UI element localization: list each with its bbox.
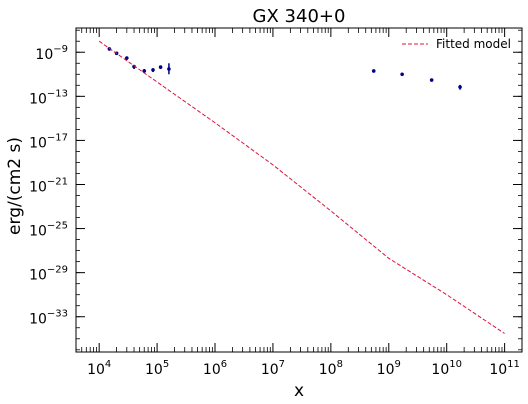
chart-title: GX 340+0	[253, 6, 346, 27]
legend: Fitted model	[402, 37, 511, 51]
y-tick-label: 10−25	[29, 221, 68, 240]
tick-label-layer: 104 105 106 107 108 109 1010 1011 10−9 10−13 10−17…	[29, 44, 520, 378]
x-tick-label: 105	[145, 359, 169, 378]
data-point	[429, 78, 434, 82]
tick-layer	[75, 28, 522, 352]
data-layer	[98, 40, 505, 334]
data-point	[125, 56, 129, 60]
y-tick-label: 10−33	[29, 309, 68, 328]
data-point	[158, 65, 163, 69]
x-tick-label: 108	[319, 359, 343, 378]
data-point	[167, 67, 171, 71]
x-tick-label: 109	[377, 359, 401, 378]
data-point	[151, 68, 155, 72]
y-tick-label: 10−17	[29, 132, 68, 151]
y-axis-label: erg/(cm2 s)	[5, 137, 25, 235]
x-axis-label: x	[294, 381, 304, 401]
data-point	[458, 85, 462, 89]
data-point	[142, 69, 147, 73]
data-point	[371, 69, 376, 73]
legend-label: Fitted model	[436, 37, 511, 51]
x-tick-label: 1011	[489, 359, 520, 378]
plot-frame	[75, 27, 523, 353]
x-tick-label: 1010	[431, 359, 462, 378]
y-tick-label: 10−9	[35, 44, 68, 63]
x-tick-label: 107	[261, 359, 285, 378]
data-point	[132, 64, 136, 69]
y-tick-label: 10−29	[29, 265, 68, 284]
x-tick-label: 106	[203, 359, 227, 378]
x-tick-label: 104	[87, 359, 111, 378]
y-tick-label: 10−21	[29, 176, 68, 195]
data-point	[400, 72, 404, 77]
y-tick-label: 10−13	[29, 88, 68, 107]
